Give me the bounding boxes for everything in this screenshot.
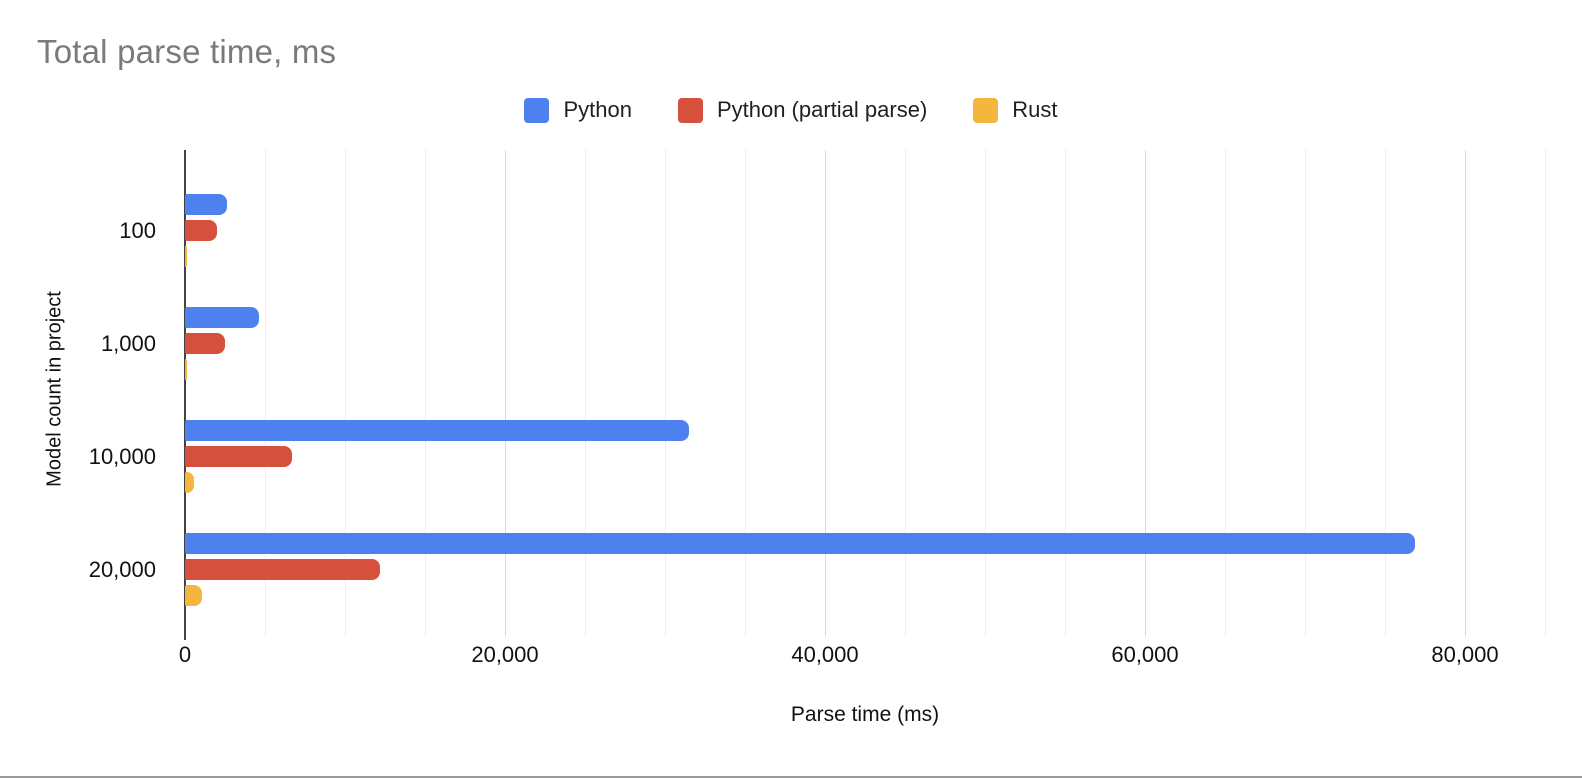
y-tick-label: 20,000 xyxy=(88,557,156,582)
x-tick-label: 80,000 xyxy=(1431,642,1499,667)
legend-swatch-python-icon xyxy=(524,97,550,123)
legend-item-python-partial: Python (partial parse) xyxy=(677,97,928,123)
plot-area xyxy=(184,150,1546,640)
gridline xyxy=(905,150,906,636)
gridline xyxy=(985,150,986,636)
x-tick-label: 40,000 xyxy=(791,642,859,667)
chart-title: Total parse time, ms xyxy=(37,33,337,70)
y-axis-line xyxy=(184,150,186,640)
bar-python-10000 xyxy=(185,420,689,441)
gridline xyxy=(1465,150,1466,636)
gridline xyxy=(1385,150,1386,636)
gridline xyxy=(665,150,666,636)
legend-item-python: Python xyxy=(524,97,632,123)
y-tick-label: 10,000 xyxy=(88,444,156,469)
legend-label-python: Python xyxy=(563,97,632,122)
x-tick-label: 20,000 xyxy=(471,642,539,667)
y-tick-label: 1,000 xyxy=(100,331,156,356)
bar-rust-10000 xyxy=(185,472,194,493)
gridline xyxy=(345,150,346,636)
gridline xyxy=(825,150,826,636)
bottom-divider xyxy=(0,776,1582,778)
bar-python-20000 xyxy=(185,533,1416,554)
gridline xyxy=(745,150,746,636)
x-axis-title: Parse time (ms) xyxy=(790,703,940,726)
gridline xyxy=(1145,150,1146,636)
legend-label-python-partial: Python (partial parse) xyxy=(716,97,928,122)
bar-python-partial-parse-20000 xyxy=(185,559,381,580)
x-tick-label: 60,000 xyxy=(1111,642,1179,667)
bar-rust-20000 xyxy=(185,585,202,606)
legend-swatch-rust-icon xyxy=(973,97,999,123)
legend-label-rust: Rust xyxy=(1012,97,1058,122)
bar-rust-1000 xyxy=(185,359,188,380)
gridline xyxy=(585,150,586,636)
bar-python-partial-parse-1000 xyxy=(185,333,225,354)
gridline xyxy=(1305,150,1306,636)
bar-python-100 xyxy=(185,194,227,215)
gridline xyxy=(1225,150,1226,636)
gridline xyxy=(505,150,506,636)
bar-python-partial-parse-100 xyxy=(185,220,217,241)
y-tick-label: 100 xyxy=(119,218,156,243)
legend-swatch-python-partial-icon xyxy=(677,97,703,123)
gridline xyxy=(1545,150,1546,636)
bar-python-1000 xyxy=(185,307,259,328)
x-tick-label: 0 xyxy=(178,642,192,667)
legend-item-rust: Rust xyxy=(973,97,1058,123)
gridline xyxy=(1065,150,1066,636)
bar-python-partial-parse-10000 xyxy=(185,446,293,467)
gridline xyxy=(425,150,426,636)
bar-rust-100 xyxy=(185,246,187,267)
legend: Python Python (partial parse) Rust xyxy=(0,97,1582,123)
gridline xyxy=(265,150,266,636)
